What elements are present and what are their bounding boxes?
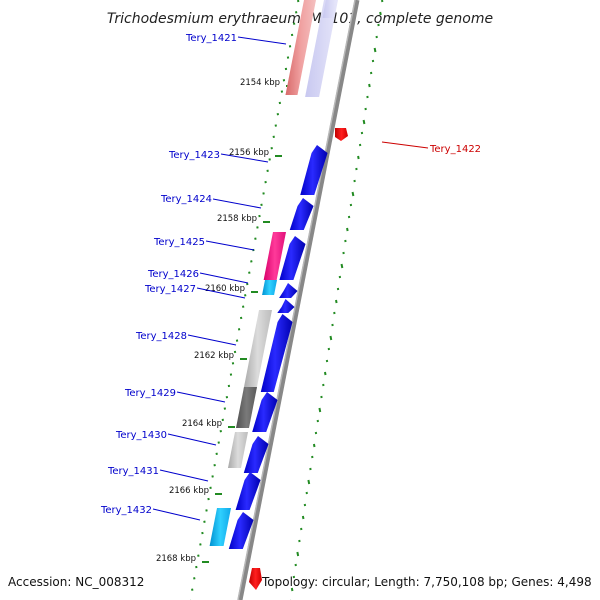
accession-text: Accession: NC_008312 [8,575,144,589]
gene-tery-1429-arrow [252,392,278,432]
gene-label-tery-1430: Tery_1430 [115,430,167,441]
gene-tery-1421-colored [285,0,316,95]
gene-tery-1421-top [322,0,336,18]
gc-dot [373,47,377,53]
gene-tery-1428-arrow [260,314,293,392]
gene-label-leader [220,153,269,163]
gene-tery-1423 [300,145,328,195]
gene-label-tery-1427: Tery_1427 [144,284,196,295]
gene-tery-1427-arrow [277,299,295,313]
gene-label-leader [381,141,429,149]
topology-text: Topology: circular; Length: 7,750,108 bp… [261,575,592,589]
kbp-ruler: 2154 kbp 2156 kbp 2158 kbp 2160 kbp 2162 kbp… [156,78,293,564]
kbp-label: 2164 kbp [182,419,222,429]
kbp-label: 2158 kbp [217,214,257,224]
gene-tery-1431-arrow [235,472,261,510]
gene-tery-1425-colored [263,232,286,280]
gene-label-tery-1423: Tery_1423 [168,150,220,161]
gc-dot [312,443,316,448]
gc-dot [323,371,327,376]
gene-features [209,0,348,590]
gc-dot [307,479,311,485]
gene-tery-1430-colored [227,432,248,468]
gene-label-tery-1426: Tery_1426 [147,269,199,280]
gc-dot [340,263,344,269]
gene-tery-1432-colored [209,508,231,546]
backbone-line [237,0,360,600]
kbp-label: 2168 kbp [156,554,196,564]
gene-label-leader [152,508,201,521]
gene-label-leader [187,334,237,346]
gc-dot [362,119,366,125]
gc-dot [301,515,305,520]
gene-label-tery-1432: Tery_1432 [100,505,152,516]
gene-label-leader [199,272,249,284]
gc-dot [357,155,360,160]
gene-labels: Tery_1421 Tery_1422 Tery_1423 Tery_1424 Tery… [100,33,481,521]
gene-tery-1422 [335,128,348,141]
kbp-label: 2156 kbp [229,148,269,158]
gene-label-tery-1429: Tery_1429 [124,388,176,399]
gene-reverse-bottom [249,568,262,590]
backbone-highlight [237,0,356,600]
gene-tery-1428-colored [243,310,272,390]
gene-label-tery-1421: Tery_1421 [185,33,237,44]
gene-tery-1425-arrow [279,236,306,280]
gene-label-tery-1431: Tery_1431 [107,466,159,477]
gene-label-tery-1424: Tery_1424 [160,194,212,205]
gene-label-leader [167,433,217,446]
gene-tery-1424 [289,198,314,230]
map-title: Trichodesmium erythraeum IMS101, complet… [107,11,493,27]
gene-label-leader [196,287,246,299]
gene-label-tery-1428: Tery_1428 [135,331,187,342]
gene-label-leader [237,36,287,45]
gene-tery-1432-arrow [228,512,254,549]
gc-dot [296,551,300,557]
kbp-label: 2162 kbp [194,351,234,361]
gene-label-leader [205,240,255,251]
gene-label-tery-1425: Tery_1425 [153,237,205,248]
gc-dot [335,299,338,304]
gene-tery-1430-arrow [243,436,269,473]
gc-dot [318,407,322,413]
genome-backbone [237,0,360,600]
gc-dot [368,83,371,88]
gene-label-leader [159,469,209,482]
gene-label-leader [212,198,262,209]
gene-label-leader [176,391,226,403]
kbp-label: 2160 kbp [205,284,245,294]
kbp-label: 2166 kbp [169,486,209,496]
gene-tery-1421-pale [305,0,338,97]
gene-tery-1426-colored [262,280,277,295]
gc-dot [346,227,349,232]
gc-dot [290,587,294,592]
gene-label-tery-1422: Tery_1422 [429,144,481,155]
gc-dot [351,191,355,197]
gc-dot [379,11,382,16]
gene-tery-1426-arrow [279,283,298,298]
gc-dot [329,335,333,341]
gc-content-track [190,0,384,600]
gene-tery-1429-colored [236,387,257,428]
kbp-label: 2154 kbp [240,78,280,88]
